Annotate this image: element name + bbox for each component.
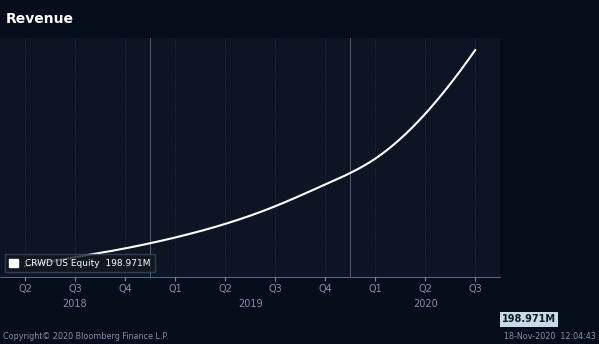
- Text: 18-Nov-2020  12:04:43: 18-Nov-2020 12:04:43: [504, 332, 596, 341]
- Text: 140M: 140M: [507, 314, 531, 324]
- Text: 2020: 2020: [413, 299, 437, 309]
- Text: Revenue: Revenue: [6, 12, 74, 26]
- Text: 120M: 120M: [507, 315, 531, 325]
- Text: Copyright© 2020 Bloomberg Finance L.P.: Copyright© 2020 Bloomberg Finance L.P.: [3, 332, 168, 341]
- Text: 60M: 60M: [507, 315, 525, 325]
- Text: 40M: 40M: [507, 315, 525, 325]
- Legend: CRWD US Equity  198.971M: CRWD US Equity 198.971M: [5, 254, 155, 272]
- Text: 180M: 180M: [507, 314, 531, 324]
- Text: 2018: 2018: [63, 299, 87, 309]
- Text: 2019: 2019: [238, 299, 262, 309]
- Text: 198.971M: 198.971M: [502, 314, 556, 324]
- Text: 160M: 160M: [507, 314, 531, 324]
- Text: 80M: 80M: [507, 315, 525, 325]
- Text: 100M: 100M: [507, 315, 531, 325]
